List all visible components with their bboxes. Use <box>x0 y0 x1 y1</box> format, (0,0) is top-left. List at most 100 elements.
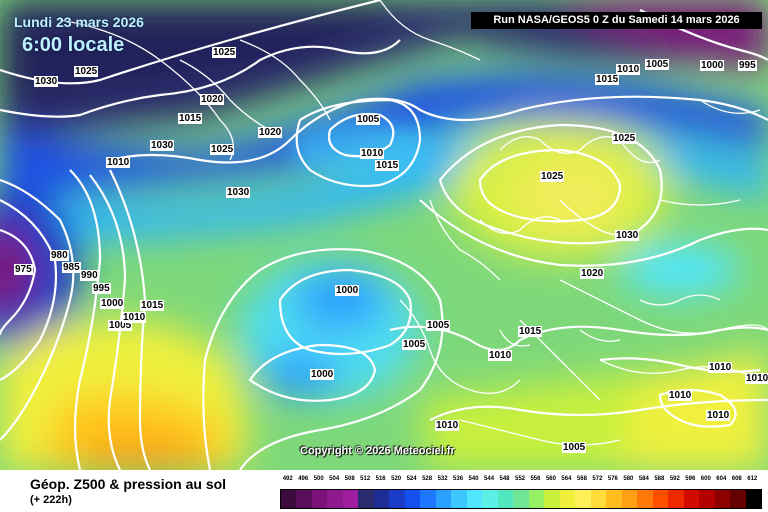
isobar-label: 1010 <box>708 362 733 373</box>
isobar-label: 1000 <box>310 369 335 380</box>
scale-tick-label: 524 <box>406 476 417 482</box>
scale-tick-label: 576 <box>607 476 618 482</box>
isobar-label: 1025 <box>74 66 99 77</box>
isobar-label: 1010 <box>745 373 768 384</box>
isobar-label: 1015 <box>595 74 620 85</box>
scale-tick-label: 544 <box>484 476 495 482</box>
scale-tick-label: 528 <box>422 476 433 482</box>
isobar-label: 1015 <box>178 113 203 124</box>
isobar-label: 1030 <box>34 76 59 87</box>
isobar-label: 990 <box>80 270 99 281</box>
isobar-label: 1030 <box>226 187 251 198</box>
scale-swatch <box>590 490 607 508</box>
legend-footer: Géop. Z500 & pression au sol (+ 222h) 49… <box>0 470 768 512</box>
scale-swatch <box>606 490 622 508</box>
isobar-label: 1020 <box>200 94 225 105</box>
scale-swatch <box>451 490 467 508</box>
scale-swatch <box>730 490 746 508</box>
map-title: Géop. Z500 & pression au sol <box>30 476 227 492</box>
isobar-label: 975 <box>14 264 33 275</box>
scale-tick-label: 508 <box>344 476 355 482</box>
copyright: Copyright © 2026 Meteociel.fr <box>300 445 455 457</box>
scale-swatch <box>513 490 529 508</box>
isobar-label: 1015 <box>518 326 543 337</box>
isobar-label: 995 <box>92 283 111 294</box>
isobar-label: 1010 <box>360 148 385 159</box>
scale-swatch <box>482 490 498 508</box>
geopotential-field <box>0 0 768 470</box>
scale-swatch <box>311 490 328 508</box>
isobar-label: 1025 <box>612 133 637 144</box>
isobar-label: 1005 <box>426 320 451 331</box>
scale-swatch <box>668 490 684 508</box>
color-scale: 492 496 500 504 508 512 516 520 524 528 532 536 540 5… <box>280 476 762 510</box>
scale-tick-label: 564 <box>561 476 572 482</box>
isobar-label: 1030 <box>150 140 175 151</box>
isobar-label: 1010 <box>706 410 731 421</box>
scale-swatch <box>420 490 436 508</box>
scale-tick-label: 600 <box>700 476 711 482</box>
scale-swatch <box>683 490 700 508</box>
scale-tick-label: 540 <box>468 476 479 482</box>
isobar-label: 1000 <box>335 285 360 296</box>
scale-swatch <box>652 490 669 508</box>
isobar-label: 985 <box>62 262 81 273</box>
scale-swatch <box>373 490 390 508</box>
scale-swatch <box>528 490 545 508</box>
scale-tick-label: 496 <box>298 476 309 482</box>
scale-swatch <box>327 490 343 508</box>
scale-swatch <box>358 490 374 508</box>
scale-swatch <box>281 490 297 508</box>
scale-tick-label: 580 <box>623 476 634 482</box>
scale-tick-label: 560 <box>545 476 556 482</box>
isobar-label: 1020 <box>258 127 283 138</box>
isobar-label: 1000 <box>700 60 725 71</box>
scale-tick-label: 492 <box>282 476 293 482</box>
scale-tick-label: 556 <box>530 476 541 482</box>
scale-tick-label: 516 <box>375 476 386 482</box>
scale-tick-label: 536 <box>453 476 464 482</box>
scale-swatch <box>621 490 638 508</box>
scale-swatches <box>280 489 762 509</box>
isobar-label: 1005 <box>645 59 670 70</box>
isobar-label: 1010 <box>435 420 460 431</box>
scale-tick-labels: 492 496 500 504 508 512 516 520 524 528 532 536 540 5… <box>280 476 760 488</box>
scale-swatch <box>745 490 762 508</box>
isobar-label: 1010 <box>122 312 147 323</box>
scale-swatch <box>466 490 483 508</box>
scale-tick-label: 596 <box>685 476 696 482</box>
isobar-label: 1000 <box>100 298 125 309</box>
isobar-label: 1030 <box>615 230 640 241</box>
scale-swatch <box>342 490 359 508</box>
isobar-label: 1005 <box>356 114 381 125</box>
scale-swatch <box>699 490 715 508</box>
scale-swatch <box>404 490 421 508</box>
run-info: Run NASA/GEOS5 0 Z du Samedi 14 mars 202… <box>471 12 762 29</box>
scale-tick-label: 504 <box>329 476 340 482</box>
isobar-label: 1015 <box>375 160 400 171</box>
scale-swatch <box>497 490 514 508</box>
forecast-date: Lundi 23 mars 2026 <box>14 14 144 30</box>
scale-tick-label: 604 <box>716 476 727 482</box>
scale-swatch <box>575 490 591 508</box>
scale-tick-label: 592 <box>669 476 680 482</box>
scale-swatch <box>544 490 560 508</box>
scale-tick-label: 552 <box>514 476 525 482</box>
scale-tick-label: 500 <box>313 476 324 482</box>
scale-tick-label: 548 <box>499 476 510 482</box>
scale-tick-label: 568 <box>576 476 587 482</box>
isobar-label: 980 <box>50 250 69 261</box>
isobar-label: 1010 <box>616 64 641 75</box>
scale-tick-label: 608 <box>731 476 742 482</box>
isobar-label: 1005 <box>562 442 587 453</box>
forecast-hour: 6:00 locale <box>22 34 125 56</box>
scale-swatch <box>559 490 576 508</box>
scale-tick-label: 572 <box>592 476 603 482</box>
isobar-label: 1015 <box>140 300 165 311</box>
scale-swatch <box>435 490 452 508</box>
isobar-label: 995 <box>738 60 757 71</box>
isobar-label: 1025 <box>540 171 565 182</box>
scale-tick-label: 584 <box>638 476 649 482</box>
scale-tick-label: 520 <box>391 476 402 482</box>
